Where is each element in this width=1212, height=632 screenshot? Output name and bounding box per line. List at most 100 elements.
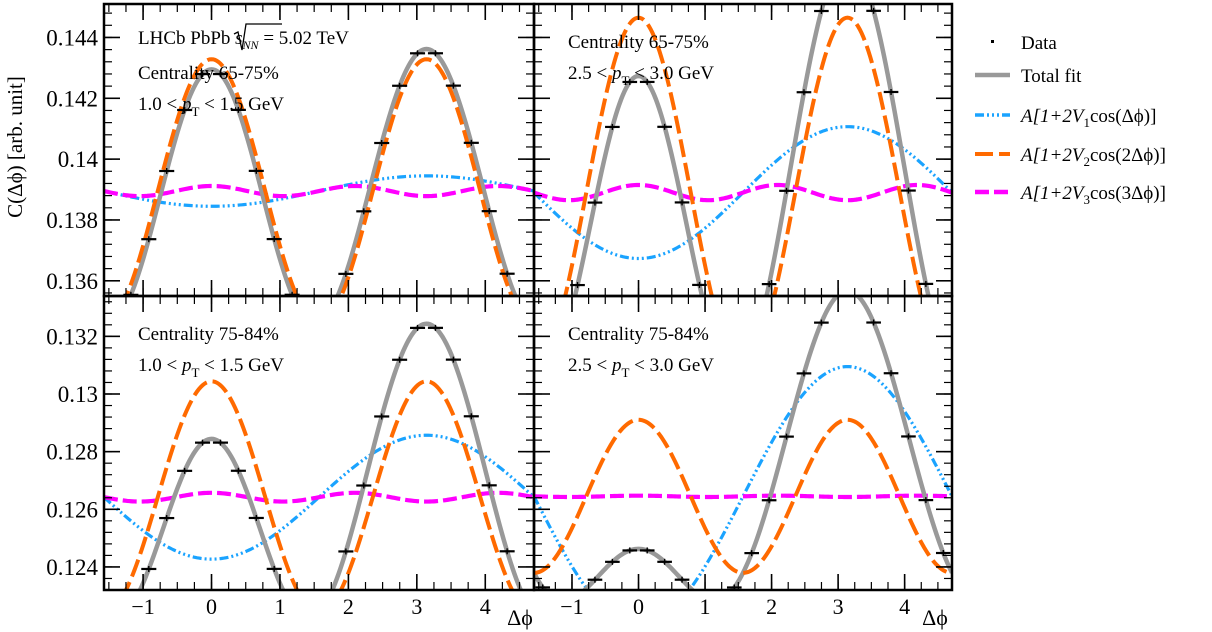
data-point — [266, 236, 282, 243]
series-v3-curve — [534, 493, 952, 500]
x-tick-label: 0 — [206, 594, 217, 619]
data-point — [481, 482, 497, 489]
data-point — [212, 71, 228, 78]
data-point — [605, 558, 620, 565]
data-point — [883, 370, 899, 377]
data-point — [866, 7, 881, 14]
data-point — [285, 604, 300, 610]
y-tick-label: 0.126 — [46, 497, 98, 522]
data-point — [622, 78, 638, 85]
data-point — [248, 167, 264, 174]
data-point — [866, 319, 881, 326]
y-tick-label: 0.136 — [46, 269, 98, 294]
x-tick-label: 2 — [766, 594, 777, 619]
series-v2-curve — [534, 417, 952, 575]
series-v3-curve — [104, 490, 534, 504]
data-point — [303, 616, 318, 622]
data-point — [427, 324, 443, 331]
series-v1-curve — [534, 364, 952, 590]
data-point — [481, 208, 497, 215]
data-point — [779, 433, 794, 440]
centrality-label: Centrality 75-84% — [568, 324, 709, 345]
data-point — [518, 311, 533, 317]
legend: Data Total fit A[1+2V1cos(Δϕ)] A[1+2V2co… — [975, 33, 1166, 207]
data-point — [674, 199, 690, 206]
series-total-fit-curve — [137, 321, 524, 590]
data-point — [674, 576, 690, 583]
centrality-label: Centrality 65-75% — [138, 63, 279, 84]
data-point — [141, 236, 157, 243]
x-tick-label: 4 — [480, 594, 491, 619]
legend-v3-label: A[1+2V3cos(3Δϕ)] — [1019, 183, 1166, 207]
series-total-fit-curve — [572, 4, 931, 296]
y-tick-label: 0.138 — [46, 208, 98, 233]
data-point — [814, 319, 829, 326]
panel-bottom-right: −1 0 1 2 3 4 Centrality 75-84% 2.5 < pT < 3.0 G… — [532, 294, 954, 619]
data-point — [320, 596, 335, 602]
data-point — [248, 514, 264, 521]
data-point — [710, 598, 725, 604]
data-point — [410, 324, 426, 331]
legend-v2-label: A[1+2V2cos(2Δϕ)] — [1019, 145, 1166, 169]
y-tick-label: 0.14 — [58, 147, 99, 172]
data-point — [105, 616, 120, 622]
sqrt-sign — [233, 23, 282, 51]
y-tick-label: 0.142 — [46, 86, 98, 111]
data-point — [657, 558, 672, 565]
data-point — [427, 50, 443, 57]
legend-data-marker — [991, 40, 994, 43]
data-point — [639, 547, 655, 554]
x-tick-label: 2 — [343, 594, 354, 619]
pt-range-label: 1.0 < pT < 1.5 GeV — [138, 94, 284, 119]
data-point — [392, 82, 408, 89]
y-tick-label: 0.132 — [46, 324, 98, 349]
series-v3-curve — [534, 182, 952, 203]
x-tick-label: −1 — [131, 594, 154, 619]
legend-v1-label: A[1+2V1cos(Δϕ)] — [1019, 106, 1156, 130]
x-axis-label-right: Δϕ — [922, 605, 948, 630]
data-point — [159, 168, 175, 175]
data-point — [901, 433, 916, 440]
data-point — [499, 270, 515, 277]
data-point — [518, 596, 533, 602]
data-point — [374, 413, 390, 420]
series-v1-curve — [104, 433, 534, 561]
data-point — [212, 439, 228, 446]
data-point — [605, 123, 620, 130]
data-point — [901, 187, 916, 194]
data-point — [761, 281, 777, 288]
x-tick-label: 1 — [700, 594, 711, 619]
data-point — [761, 497, 777, 504]
y-axis-label: C(Δϕ) [arb. unit] — [3, 76, 27, 218]
data-point — [266, 565, 282, 572]
data-point — [320, 312, 335, 318]
legend-total-label: Total fit — [1021, 66, 1082, 87]
x-tick-label: 0 — [633, 594, 644, 619]
x-axis-label-left: Δϕ — [507, 605, 533, 630]
x-tick-label: −1 — [560, 594, 583, 619]
data-point — [445, 82, 461, 89]
panel-top-right: Centrality 65-75% 2.5 < pT < 3.0 GeV — [532, 2, 954, 298]
data-point — [338, 548, 354, 555]
centrality-label: Centrality 65-75% — [568, 32, 709, 53]
pt-range-label: 1.0 < pT < 1.5 GeV — [138, 355, 284, 380]
data-point — [230, 106, 246, 113]
data-point — [744, 550, 760, 557]
x-tick-label: 4 — [899, 594, 910, 619]
data-point — [177, 106, 193, 113]
data-point — [356, 208, 372, 215]
data-point — [918, 280, 934, 287]
x-tick-label: 3 — [833, 594, 844, 619]
panel-bottom-left: 0.124 0.126 0.128 0.13 0.132 −1 0 1 2 3 4 Centralit… — [46, 294, 536, 622]
data-point — [392, 356, 408, 363]
series-total-fit-curve — [534, 296, 952, 590]
data-point — [883, 88, 899, 95]
data-point — [796, 370, 812, 377]
series-v3-curve — [104, 183, 534, 199]
data-point — [195, 439, 211, 446]
data-point — [159, 515, 175, 522]
data-point — [463, 139, 479, 146]
